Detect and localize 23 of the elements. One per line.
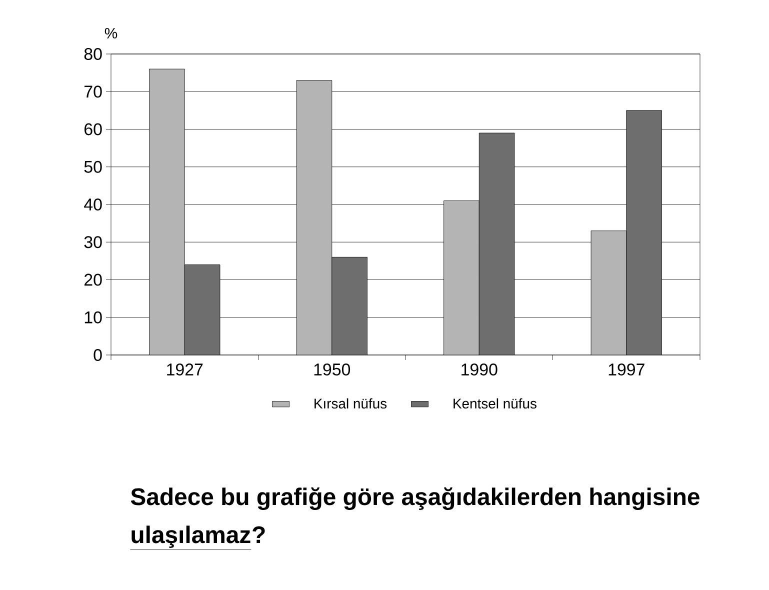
y-tick-label: 0 <box>94 348 102 361</box>
y-tick-label: 50 <box>84 160 102 173</box>
y-tick-label: 60 <box>84 123 102 136</box>
bar <box>149 68 185 355</box>
bar <box>590 230 627 355</box>
legend-label: Kırsal nüfus <box>314 398 387 409</box>
x-tick-label: 1997 <box>608 364 644 376</box>
y-tick-label: 30 <box>84 236 102 248</box>
y-tick-label: 70 <box>84 86 102 98</box>
x-tick-label: 1927 <box>167 364 203 376</box>
y-tick-label: 80 <box>84 48 102 60</box>
x-tick-label: 1950 <box>314 364 350 376</box>
bar <box>296 80 332 355</box>
text: ? <box>252 526 265 543</box>
text: ulaşılamaz <box>132 526 250 548</box>
legend-label: Kentsel nüfus <box>454 398 536 409</box>
y-axis-title: % <box>104 28 118 38</box>
y-tick-label: 20 <box>84 274 102 286</box>
x-tick-label: 1990 <box>462 364 498 376</box>
y-tick-label: 10 <box>84 311 102 324</box>
bar <box>444 200 480 355</box>
text: Sadece bu grafiğe göre aşağıdakilerden hangisine <box>130 487 700 510</box>
y-tick-label: 40 <box>84 198 102 210</box>
